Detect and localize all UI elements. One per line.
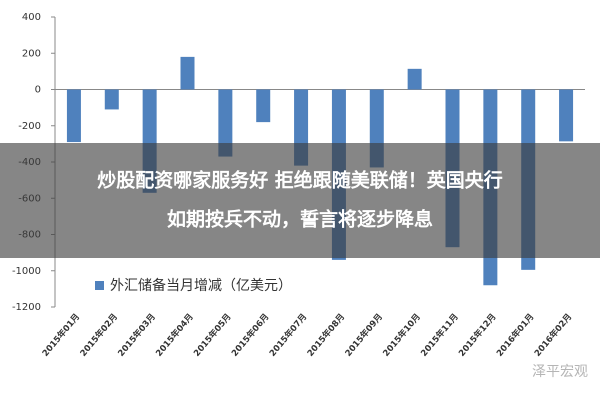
y-tick-label: -1000 [12,266,41,277]
legend-swatch [95,281,104,290]
bar [180,56,195,90]
banner-line: 炒股配资哪家服务好 拒绝跟随美联储！英国央行 [97,169,503,192]
banner [0,143,600,258]
bar [104,89,119,110]
banner-line: 如期按兵不动，誓言将逐步降息 [167,208,433,231]
bar [218,89,233,157]
watermark: 泽平宏观 [532,364,588,380]
y-tick-label: 400 [22,12,41,23]
y-tick-label: -200 [18,121,41,132]
legend-label: 外汇储备当月增减（亿美元） [110,277,292,294]
bar [66,89,81,143]
bar [559,89,574,142]
bar [407,68,422,90]
y-tick-label: -1200 [12,302,41,313]
bar [256,89,271,123]
y-tick-label: 0 [35,85,41,96]
y-tick-label: 200 [22,48,41,59]
